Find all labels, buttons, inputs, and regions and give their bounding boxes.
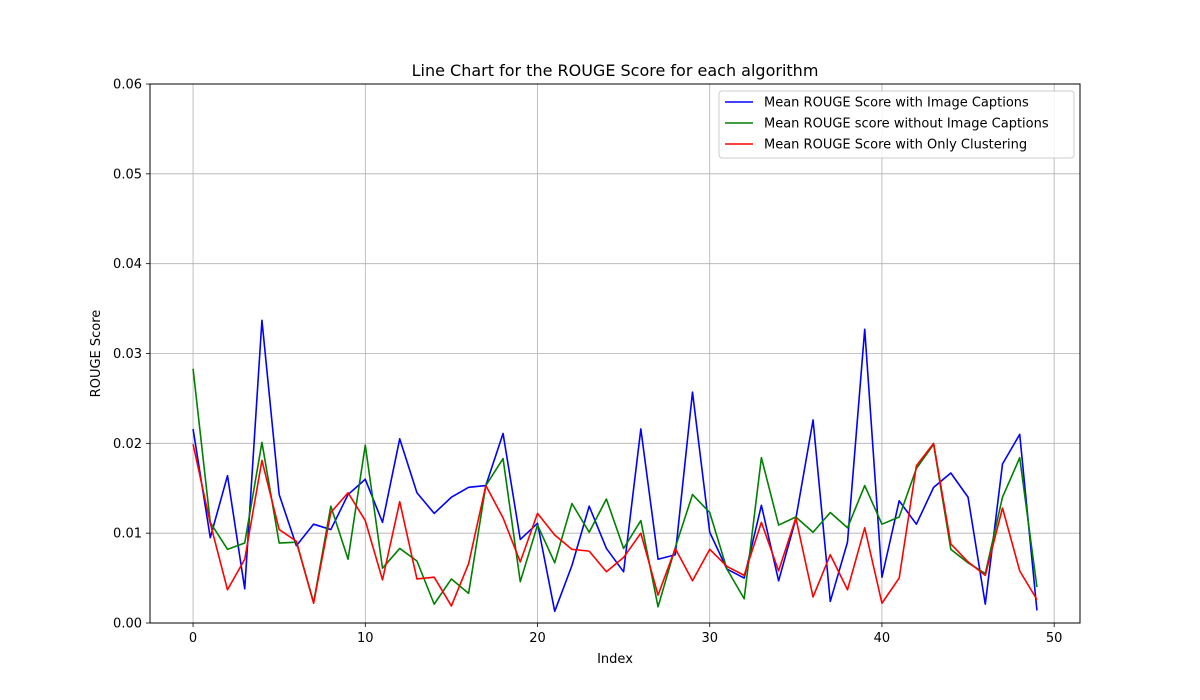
y-tick-label: 0.02 [113,437,142,452]
y-tick-label: 0.06 [113,78,142,93]
y-axis-label: ROUGE Score [89,310,104,398]
x-tick-label: 10 [357,631,374,646]
series-line-3 [192,442,1038,607]
x-tick-label: 20 [529,631,546,646]
x-tick-label: 50 [1046,631,1063,646]
chart-title: Line Chart for the ROUGE Score for each … [412,61,819,80]
y-tick-label: 0.03 [113,347,142,362]
x-tick-label: 30 [701,631,718,646]
series-lines [192,319,1038,613]
y-tick-label: 0.04 [113,257,142,272]
series-line-1 [192,319,1038,613]
y-tick-label: 0.00 [113,617,142,632]
y-tick-label: 0.01 [113,527,142,542]
legend-label: Mean ROUGE Score with Only Clustering [764,138,1027,153]
axis-ticks: 0 10 20 30 40 50 0.00 0.01 0.02 0.03 0.04 0.05 0.06 [113,78,1062,647]
series-line-2 [192,368,1038,608]
legend-box [718,90,1075,159]
legend: Mean ROUGE Score with Image Captions Mean… [718,90,1075,159]
x-tick-label: 0 [189,631,197,646]
legend-label: Mean ROUGE Score with Image Captions [764,96,1029,111]
legend-label: Mean ROUGE score without Image Captions [764,117,1049,132]
y-tick-label: 0.05 [113,167,142,182]
x-axis-label: Index [597,652,633,667]
x-tick-label: 40 [874,631,891,646]
